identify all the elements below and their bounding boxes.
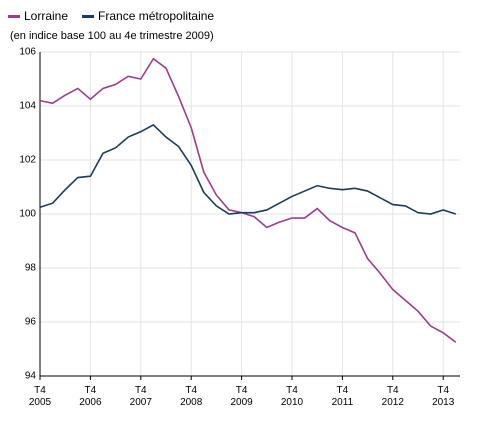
y-tick-label: 100 — [19, 209, 36, 220]
legend-label: Lorraine — [24, 9, 68, 23]
series-line — [39, 123, 457, 215]
chart-subtitle: (en indice base 100 au 4e trimestre 2009… — [10, 30, 214, 42]
series-line — [39, 57, 457, 343]
y-tick-label: 102 — [19, 155, 36, 166]
x-tick-label: T4 2007 — [129, 385, 152, 408]
y-tick-label: 104 — [19, 101, 36, 112]
legend-swatch — [82, 15, 95, 18]
y-tick-label: 94 — [25, 371, 37, 382]
x-tick-label: T4 2008 — [180, 385, 203, 408]
x-tick-label: T4 2005 — [28, 385, 52, 408]
x-tick-label: T4 2011 — [331, 385, 354, 408]
legend-label: France métropolitaine — [98, 9, 214, 23]
y-tick-label: 96 — [25, 317, 37, 328]
x-tick-label: T4 2012 — [381, 385, 404, 408]
x-tick-label: T4 2010 — [280, 385, 304, 408]
legend-swatch — [8, 15, 20, 18]
x-tick-label: T4 2013 — [432, 385, 455, 408]
y-tick-label: 98 — [25, 263, 37, 274]
x-tick-label: T4 2009 — [230, 385, 253, 408]
x-tick-label: T4 2006 — [79, 385, 102, 408]
y-tick-label: 106 — [19, 47, 36, 58]
